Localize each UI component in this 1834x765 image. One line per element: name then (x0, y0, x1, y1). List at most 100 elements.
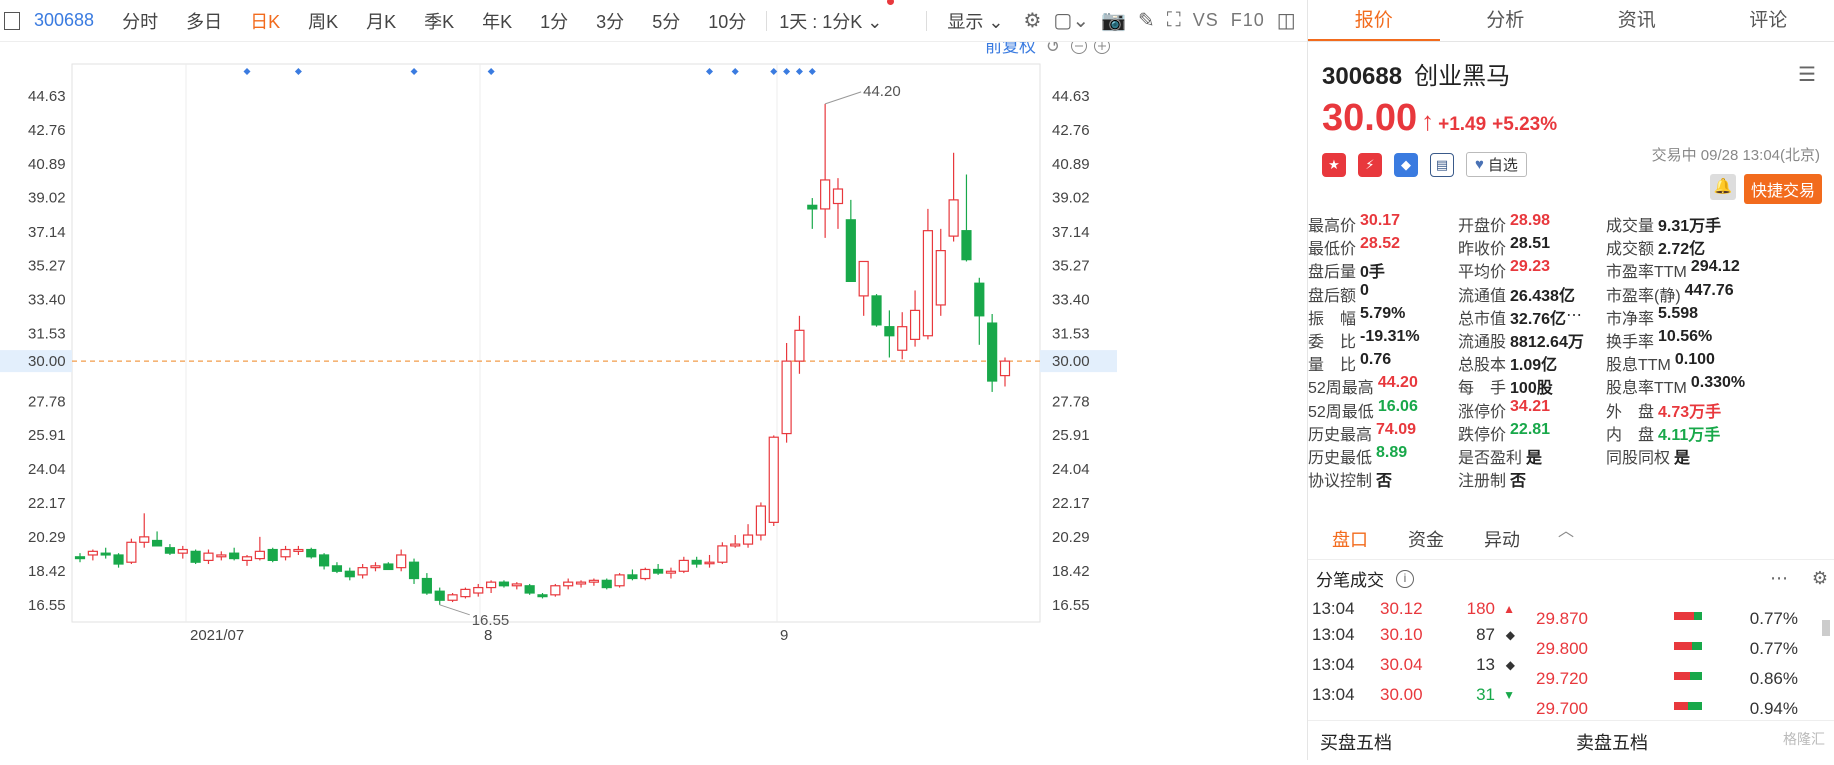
sell-five-label[interactable]: 卖盘五档 (1576, 729, 1648, 755)
candle-body (191, 551, 200, 562)
candle-body (936, 251, 945, 305)
period-tab[interactable]: 3分 (596, 8, 624, 34)
buy-five-label[interactable]: 买盘五档 (1320, 729, 1392, 755)
period-tab[interactable]: 分时 (122, 8, 158, 34)
candle-body (705, 562, 714, 564)
zoom-out-icon[interactable] (1072, 42, 1087, 54)
panel-tab[interactable]: 资金 (1408, 520, 1444, 559)
chevron-down-icon: ⌄ (867, 12, 882, 32)
candle-body (153, 540, 162, 545)
more-icon[interactable]: ⋯ (1566, 305, 1582, 329)
add-watchlist-button[interactable]: ♥自选 (1466, 152, 1527, 177)
candle-body (474, 588, 483, 593)
menu-icon[interactable]: ☰ (1798, 62, 1816, 87)
candle-body (795, 330, 804, 361)
depth-price: 29.720 (1536, 669, 1588, 689)
tag-icon[interactable]: ◆ (1394, 153, 1418, 177)
period-tab[interactable]: 10分 (708, 8, 746, 34)
period-tab[interactable]: 日K (250, 8, 280, 34)
period-tab[interactable]: 季K (424, 8, 454, 34)
candle-body (666, 571, 675, 573)
stat-label: 内 盘 (1606, 421, 1654, 445)
stat-value: 4.11万手 (1658, 421, 1720, 445)
candle-body (1001, 361, 1010, 375)
note-icon[interactable]: ▤ (1430, 153, 1454, 177)
pencil-icon[interactable]: ✎ (1138, 8, 1155, 33)
stat-value: 5.79% (1360, 305, 1405, 329)
vs-button[interactable]: VS (1193, 10, 1219, 31)
y-tick-label-left: 37.14 (28, 224, 66, 241)
f10-button[interactable]: F10 (1231, 10, 1265, 31)
period-tab[interactable]: 多日 (186, 8, 222, 34)
candle-body (911, 310, 920, 339)
stat-item: 同股同权是 (1606, 444, 1690, 468)
event-marker-icon (796, 68, 803, 75)
period-select[interactable]: 1天 : 1分K ⌄ (779, 8, 882, 34)
quote-tab[interactable]: 资讯 (1571, 0, 1703, 41)
candle-body (538, 595, 547, 597)
period-tab[interactable]: 周K (308, 8, 338, 34)
candle-body (679, 560, 688, 571)
period-tab[interactable]: 月K (366, 8, 396, 34)
candle-body (294, 550, 303, 552)
info-icon[interactable]: i (1396, 570, 1414, 588)
stat-item: 是否盈利是 (1458, 444, 1542, 468)
stat-value: 30.17 (1360, 212, 1400, 236)
stat-label: 跌停价 (1458, 421, 1506, 445)
toolbar-stock-code[interactable]: 300688 (34, 10, 94, 31)
layout-toggle-icon[interactable] (4, 12, 20, 30)
panel-tab[interactable]: 盘口 (1332, 520, 1368, 559)
stat-value: 32.76亿 (1510, 305, 1566, 329)
y-tick-label-right: 40.89 (1052, 156, 1090, 173)
gear-icon[interactable]: ⚙ (1023, 8, 1041, 33)
period-tab[interactable]: 1分 (540, 8, 568, 34)
depth-pct: 0.86% (1750, 669, 1798, 689)
panel-tab[interactable]: 异动 (1484, 520, 1520, 559)
quote-tab[interactable]: 评论 (1703, 0, 1834, 41)
candle-body (525, 586, 534, 593)
tick-volume: 13 (1476, 655, 1495, 675)
hot-icon[interactable]: ⚡ (1358, 153, 1382, 177)
more-icon[interactable]: ⋯ (1770, 568, 1788, 589)
stat-label: 开盘价 (1458, 212, 1506, 236)
gear-icon[interactable]: ⚙ (1812, 568, 1828, 589)
divider (926, 11, 927, 31)
sidebar-toggle-icon[interactable]: ◫ (1277, 8, 1296, 33)
scrollbar[interactable] (1822, 620, 1830, 636)
quick-trade-button[interactable]: 快捷交易 (1744, 174, 1822, 204)
period-tab[interactable]: 5分 (652, 8, 680, 34)
stat-label: 历史最低 (1308, 444, 1372, 468)
stat-value: 否 (1510, 467, 1526, 491)
depth-price: 29.800 (1536, 639, 1588, 659)
display-menu[interactable]: 显示 ⌄ (947, 8, 1003, 34)
last-price: 30.00 (1322, 97, 1417, 140)
camera-icon[interactable]: 📷 (1101, 8, 1126, 33)
reset-icon[interactable]: ↺ (1046, 42, 1060, 57)
quote-tab[interactable]: 报价 (1308, 0, 1440, 41)
candle-body (243, 557, 252, 561)
period-tab[interactable]: 年K (482, 8, 512, 34)
draw-rect-icon[interactable]: ▢⌄ (1053, 8, 1089, 33)
candle-body (230, 553, 239, 558)
quote-tab[interactable]: 分析 (1440, 0, 1572, 41)
stat-label: 每 手 (1458, 374, 1506, 398)
fullscreen-icon[interactable]: ⛶ (1167, 9, 1181, 32)
stat-label: 市盈率TTM (1606, 258, 1687, 282)
bell-icon[interactable]: 🔔 (1710, 174, 1736, 200)
stat-label: 历史最高 (1308, 421, 1372, 445)
fq-toggle[interactable]: 前复权 (985, 42, 1036, 56)
min-pointer (440, 605, 470, 615)
candle-body (602, 580, 611, 587)
tick-time: 13:04 (1312, 625, 1355, 645)
